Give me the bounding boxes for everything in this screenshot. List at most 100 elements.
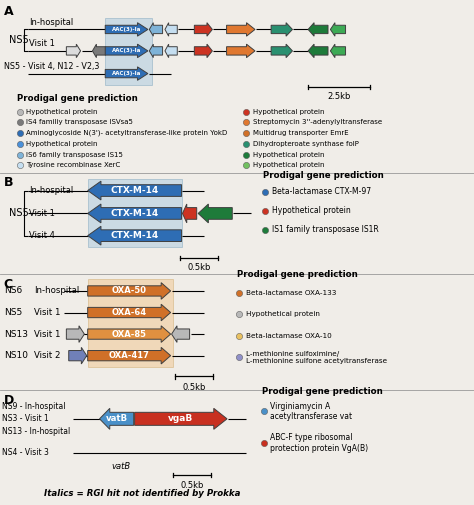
Text: OXA-85: OXA-85 [112,330,146,338]
Text: IS4 familiy transposase ISVsa5: IS4 familiy transposase ISVsa5 [26,119,133,125]
Text: Dihydropteroate synthase folP: Dihydropteroate synthase folP [253,141,358,147]
Text: 0.5kb: 0.5kb [180,481,204,490]
Text: Aminoglycoside N(3')- acetyltransferase-like protein YokD: Aminoglycoside N(3')- acetyltransferase-… [26,130,228,136]
Text: Prodigal gene prediction: Prodigal gene prediction [17,94,137,103]
Text: Prodigal gene prediction: Prodigal gene prediction [263,171,384,180]
FancyArrow shape [227,44,255,58]
Text: In-hospital: In-hospital [29,186,73,195]
FancyArrow shape [88,304,171,321]
FancyArrow shape [105,44,148,58]
FancyArrow shape [88,226,182,245]
Text: Italics = RGI hit not identified by Prokka: Italics = RGI hit not identified by Prok… [44,488,240,497]
Text: Streptomycin 3''-adenylyltransferase: Streptomycin 3''-adenylyltransferase [253,119,382,125]
FancyArrow shape [165,44,177,58]
Text: 2.5kb: 2.5kb [327,92,351,100]
FancyArrow shape [100,409,134,429]
Text: Visit 2: Visit 2 [34,351,61,360]
Text: 0.5kb: 0.5kb [182,383,206,392]
Text: Hypothetical protein: Hypothetical protein [26,109,98,115]
Text: L-methionine sulfoximine/
L-methionine sulfone acetyltransferase: L-methionine sulfoximine/ L-methionine s… [246,351,387,364]
Text: AAC(3)-Ia: AAC(3)-Ia [112,71,141,76]
FancyArrow shape [135,409,227,429]
Text: NS9 - In-hospital
NS3 - Visit 1
NS13 - In-hospital: NS9 - In-hospital NS3 - Visit 1 NS13 - I… [2,402,71,436]
Text: CTX-M-14: CTX-M-14 [110,186,159,195]
Text: NS5: NS5 [9,208,29,218]
Text: OXA-50: OXA-50 [112,286,146,295]
Text: Visit 1: Visit 1 [29,39,55,48]
Text: CTX-M-14: CTX-M-14 [110,209,159,218]
Text: C: C [4,278,13,291]
FancyArrow shape [330,23,346,36]
Bar [105,18,152,85]
Text: Visit 1: Visit 1 [29,209,55,218]
Text: Visit 4: Visit 4 [29,231,55,240]
Bar [88,279,173,367]
Text: Beta-lactamase CTX-M-97: Beta-lactamase CTX-M-97 [272,187,371,196]
Text: vgaB: vgaB [168,414,193,423]
FancyArrow shape [198,204,232,223]
Text: Hypothetical protein: Hypothetical protein [253,152,324,158]
Bar [88,179,182,247]
Text: In-hospital: In-hospital [29,18,73,27]
Text: Prodigal gene prediction: Prodigal gene prediction [262,387,383,396]
Text: Multidrug transporter EmrE: Multidrug transporter EmrE [253,130,348,136]
FancyArrow shape [194,44,212,58]
Text: 0.5kb: 0.5kb [187,263,211,272]
FancyArrow shape [92,44,106,58]
FancyArrow shape [149,23,163,36]
Text: CTX-M-14: CTX-M-14 [110,231,159,240]
Text: NS5: NS5 [4,308,22,317]
Text: Hypothetical protein: Hypothetical protein [253,162,324,168]
FancyArrow shape [182,204,197,223]
Text: vatB: vatB [111,462,130,471]
FancyArrow shape [308,23,328,36]
Text: OXA-64: OXA-64 [111,308,147,317]
Text: A: A [4,5,13,18]
Text: Hypothetical protein: Hypothetical protein [246,311,319,317]
Text: NS6: NS6 [4,286,22,295]
FancyArrow shape [308,44,328,58]
Text: Hypothetical protein: Hypothetical protein [253,109,324,115]
FancyArrow shape [88,181,182,200]
Text: Beta-lactamase OXA-133: Beta-lactamase OXA-133 [246,289,336,295]
FancyArrow shape [88,283,171,299]
Text: OXA-417: OXA-417 [109,351,150,360]
Text: Beta-lactamase OXA-10: Beta-lactamase OXA-10 [246,333,331,339]
Text: AAC(3)-Ia: AAC(3)-Ia [112,27,141,32]
Text: NS5 - Visit 4, N12 - V2,3: NS5 - Visit 4, N12 - V2,3 [4,62,99,71]
Text: AAC(3)-Ia: AAC(3)-Ia [112,48,141,54]
FancyArrow shape [149,44,163,58]
Text: ABC-F type ribosomal
protection protein VgA(B): ABC-F type ribosomal protection protein … [270,433,368,452]
Text: Prodigal gene prediction: Prodigal gene prediction [237,270,358,279]
FancyArrow shape [105,67,148,80]
Text: In-hospital: In-hospital [34,286,79,295]
Text: Visit 1: Visit 1 [34,308,61,317]
Text: IS1 family transposase IS1R: IS1 family transposase IS1R [272,225,378,234]
Text: NS5: NS5 [9,35,29,45]
FancyArrow shape [165,23,177,36]
Text: NS13: NS13 [4,330,28,338]
Text: Visit 1: Visit 1 [34,330,61,338]
Text: D: D [4,394,14,407]
FancyArrow shape [271,44,292,58]
FancyArrow shape [88,326,171,342]
Text: Hypothetical protein: Hypothetical protein [272,206,350,215]
FancyArrow shape [330,44,346,58]
Text: NS10: NS10 [4,351,28,360]
FancyArrow shape [66,44,81,58]
FancyArrow shape [69,347,87,364]
Text: B: B [4,176,13,189]
Text: Tyrosine recombinase XerC: Tyrosine recombinase XerC [26,162,120,168]
Text: IS6 family transposase IS15: IS6 family transposase IS15 [26,152,123,158]
Text: NS4 - Visit 3: NS4 - Visit 3 [2,448,49,457]
FancyArrow shape [271,23,292,36]
Text: Virginiamycin A
acetyltransferase vat: Virginiamycin A acetyltransferase vat [270,401,352,421]
FancyArrow shape [172,326,190,342]
FancyArrow shape [88,347,171,364]
Text: Hypothetical protein: Hypothetical protein [26,141,98,147]
FancyArrow shape [66,326,84,342]
Text: vatB: vatB [106,414,128,423]
FancyArrow shape [227,23,255,36]
FancyArrow shape [105,23,148,36]
FancyArrow shape [194,23,212,36]
